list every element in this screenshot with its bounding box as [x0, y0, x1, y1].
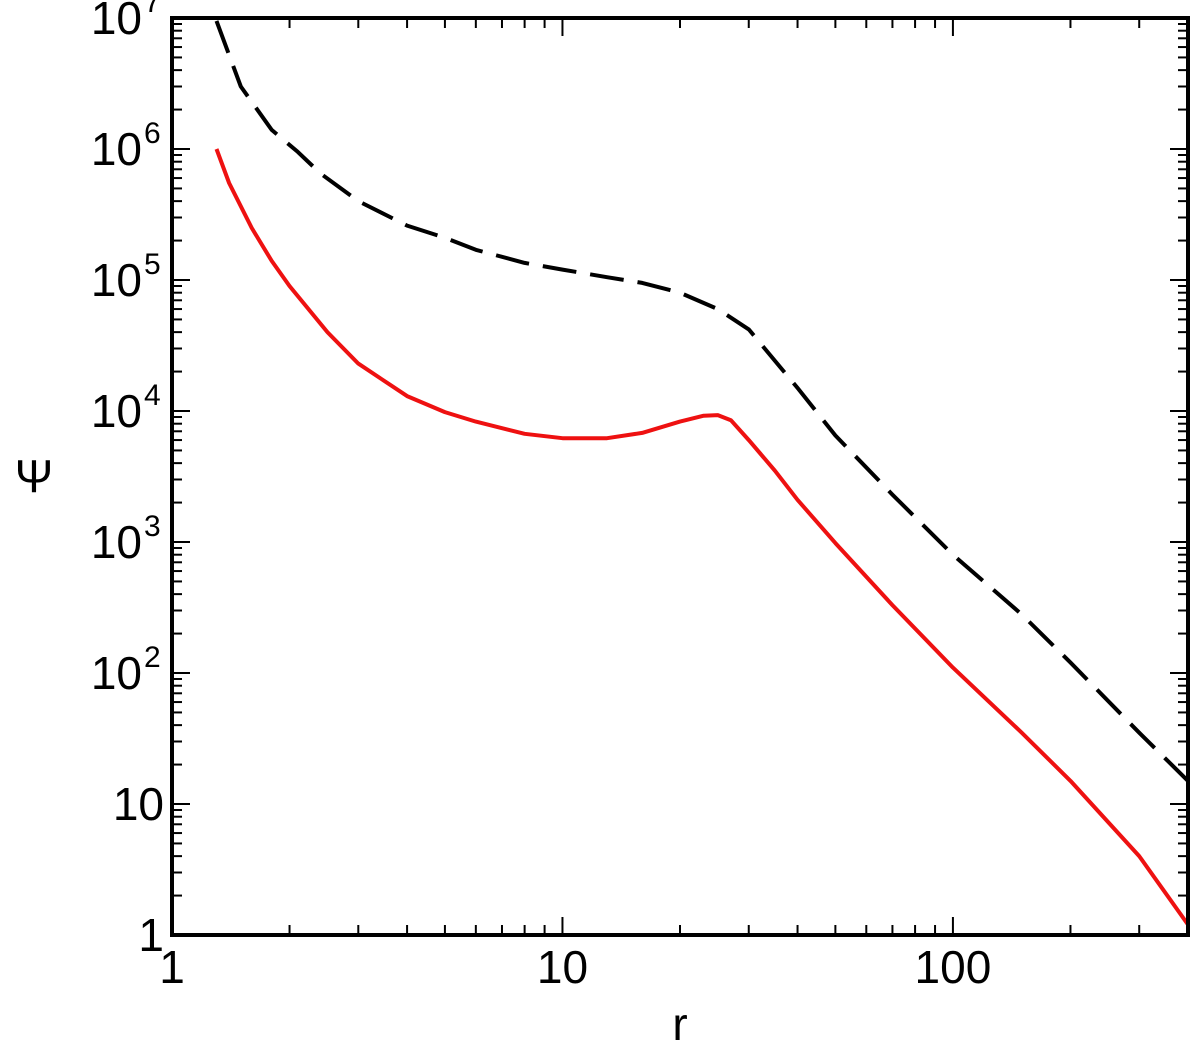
y-tick-label-base: 10 — [91, 647, 142, 699]
x-tick-label: 1 — [159, 941, 185, 993]
y-tick-label: 10 — [113, 778, 164, 830]
x-tick-label: 100 — [915, 941, 992, 993]
y-tick-label-base: 10 — [91, 0, 142, 44]
x-tick-labels: 1 10 100 — [159, 941, 991, 993]
x-axis-label: r — [672, 998, 687, 1050]
y-tick-label-exponent: 2 — [144, 641, 161, 674]
y-tick-label-exponent: 6 — [144, 117, 161, 150]
y-tick-label-exponent: 7 — [144, 0, 161, 19]
y-axis-label: Ψ — [15, 450, 53, 502]
series-line-1 — [214, 20, 1190, 783]
major-ticks — [171, 17, 1188, 936]
series-layer — [214, 20, 1190, 926]
y-tick-label-exponent: 5 — [144, 248, 161, 281]
y-tick-label-base: 10 — [91, 516, 142, 568]
series-line-2 — [214, 148, 1190, 926]
x-tick-label: 10 — [537, 941, 588, 993]
plot-frame — [170, 16, 1190, 937]
y-tick-label-base: 10 — [91, 385, 142, 437]
y-tick-label-exponent: 4 — [144, 379, 161, 412]
y-tick-label-exponent: 3 — [144, 510, 161, 543]
y-tick-label-base: 10 — [91, 254, 142, 306]
minor-ticks — [172, 18, 1189, 935]
y-tick-label-base: 10 — [91, 123, 142, 175]
y-tick-label: 1 — [138, 909, 164, 961]
